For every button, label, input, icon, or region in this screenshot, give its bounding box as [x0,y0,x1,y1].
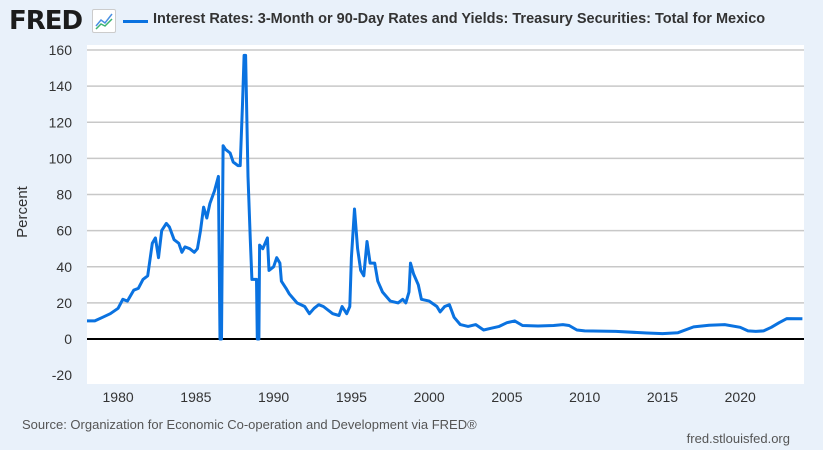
source-note: Source: Organization for Economic Co-ope… [22,417,477,432]
y-tick-label: 120 [49,114,73,130]
series-line [87,53,803,341]
y-tick-label: -20 [52,367,72,383]
y-tick-label: 20 [56,295,72,311]
y-tick-label: 40 [56,259,72,275]
x-tick-label: 1980 [103,389,134,405]
x-tick-label: 2020 [725,389,756,405]
x-tick-label: 2015 [647,389,678,405]
y-tick-label: 160 [49,42,73,58]
fred-url[interactable]: fred.stlouisfed.org [686,431,790,446]
legend-swatch [123,20,148,23]
x-tick-label: 1985 [180,389,211,405]
x-tick-label: 2005 [491,389,522,405]
x-tick-label: 1995 [336,389,367,405]
fred-logo[interactable]: FRED [9,6,83,36]
y-tick-label: 80 [56,187,72,203]
chart-icon [92,9,116,33]
x-tick-label: 1990 [258,389,289,405]
y-tick-label: 0 [64,331,72,347]
y-tick-label: 60 [56,223,72,239]
x-tick-label: 2000 [414,389,445,405]
x-tick-label: 2010 [569,389,600,405]
y-axis-label: Percent [14,185,31,238]
y-tick-label: 100 [49,150,73,166]
plot-area [87,45,804,384]
legend-label: Interest Rates: 3-Month or 90-Day Rates … [153,11,766,27]
y-tick-label: 140 [49,78,73,94]
